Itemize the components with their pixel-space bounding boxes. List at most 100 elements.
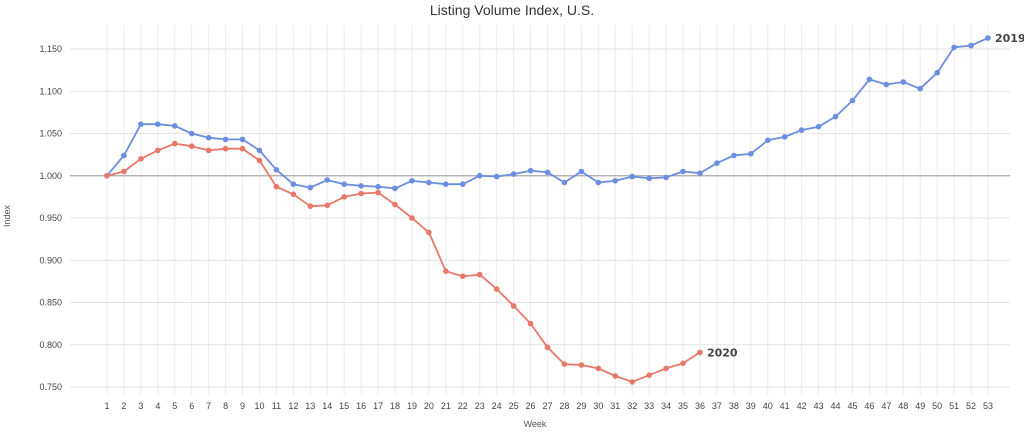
x-tick-label: 48 [898, 401, 908, 411]
series-2019: 2019 [104, 32, 1024, 192]
y-axis-label: Index [2, 204, 12, 227]
y-tick-label: 1.150 [39, 44, 62, 54]
data-point [375, 189, 381, 196]
data-point [460, 181, 466, 187]
data-point [815, 123, 822, 130]
series-label-2019: 2019 [995, 32, 1024, 45]
x-tick-label: 18 [390, 401, 400, 411]
data-point [663, 174, 669, 181]
data-point [307, 184, 314, 191]
data-point [612, 178, 619, 184]
data-point [595, 179, 602, 186]
x-tick-label: 12 [288, 401, 298, 411]
x-tick-label: 49 [915, 401, 925, 411]
x-tick-label: 51 [949, 401, 959, 411]
data-point [460, 273, 466, 280]
data-point [358, 183, 364, 189]
y-tick-label: 1.100 [39, 86, 62, 96]
data-point [629, 379, 635, 385]
x-tick-label: 7 [206, 401, 211, 411]
data-point [883, 81, 890, 88]
x-tick-label: 26 [526, 401, 536, 411]
data-point [527, 320, 534, 327]
data-point [578, 168, 585, 175]
x-tick-label: 30 [593, 401, 603, 411]
x-tick-label: 40 [763, 401, 773, 411]
data-point [172, 123, 178, 129]
data-point [493, 286, 500, 292]
data-point [256, 147, 263, 154]
x-tick-label: 10 [254, 401, 264, 411]
data-point [273, 167, 280, 173]
x-tick-label: 32 [627, 401, 637, 411]
x-tick-label: 3 [138, 401, 143, 411]
x-tick-label: 14 [322, 401, 332, 411]
data-point [731, 152, 737, 159]
x-axis-label: Week [524, 419, 547, 429]
data-point [968, 42, 974, 49]
data-point [985, 35, 991, 41]
data-point [663, 365, 669, 372]
data-point [341, 194, 348, 200]
x-tick-label: 13 [305, 401, 315, 411]
x-tick-label: 21 [441, 401, 451, 411]
x-tick-label: 19 [407, 401, 417, 411]
x-tick-label: 15 [339, 401, 349, 411]
x-tick-label: 29 [576, 401, 586, 411]
data-point [273, 183, 280, 190]
data-point [680, 168, 686, 175]
data-point [595, 365, 602, 372]
x-tick-label: 46 [864, 401, 874, 411]
grid [70, 25, 1010, 395]
data-point [697, 170, 703, 176]
data-point [188, 130, 195, 137]
y-tick-label: 0.950 [39, 213, 62, 223]
data-point [409, 215, 415, 221]
x-tick-label: 22 [458, 401, 468, 411]
x-tick-label: 34 [661, 401, 671, 411]
x-tick-label: 25 [509, 401, 519, 411]
data-point [205, 134, 212, 141]
data-point [222, 145, 229, 152]
data-point [138, 156, 144, 162]
series-line-2020 [106, 142, 701, 383]
x-tick-label: 23 [475, 401, 485, 411]
x-tick-label: 20 [424, 401, 434, 411]
y-tick-label: 1.050 [39, 129, 62, 139]
data-point [680, 360, 686, 367]
data-point [426, 229, 432, 236]
data-point [476, 172, 483, 179]
data-point [934, 69, 940, 76]
series-layer: 2019 2020 [104, 32, 1024, 385]
x-tick-label: 37 [712, 401, 722, 411]
data-point [222, 136, 229, 143]
data-point [646, 175, 652, 182]
data-point [341, 181, 348, 187]
data-point [138, 121, 144, 127]
data-point [121, 152, 127, 159]
data-point [290, 191, 297, 198]
x-tick-label: 9 [240, 401, 245, 411]
x-tick-label: 24 [492, 401, 502, 411]
data-point [714, 160, 720, 166]
data-point [544, 169, 551, 176]
x-tick-label: 4 [155, 401, 160, 411]
data-point [612, 373, 619, 379]
x-tick-label: 45 [847, 401, 857, 411]
data-point [798, 127, 805, 133]
data-point [104, 172, 110, 179]
data-point [172, 140, 178, 147]
data-point [256, 157, 263, 164]
series-label-2020: 2020 [707, 346, 738, 359]
x-tick-label: 8 [223, 401, 228, 411]
x-tick-label: 6 [189, 401, 194, 411]
x-tick-label: 36 [695, 401, 705, 411]
data-point [409, 178, 415, 184]
data-point [493, 173, 500, 180]
data-point [527, 167, 534, 174]
series-2020: 2020 [104, 140, 738, 385]
x-axis-ticks: 1 2 3 4 5 6 7 8 9 10 11 12 13 14 15 16 17 18 19 20 21 22 23 24 2… [104, 401, 993, 411]
data-point [375, 183, 381, 190]
